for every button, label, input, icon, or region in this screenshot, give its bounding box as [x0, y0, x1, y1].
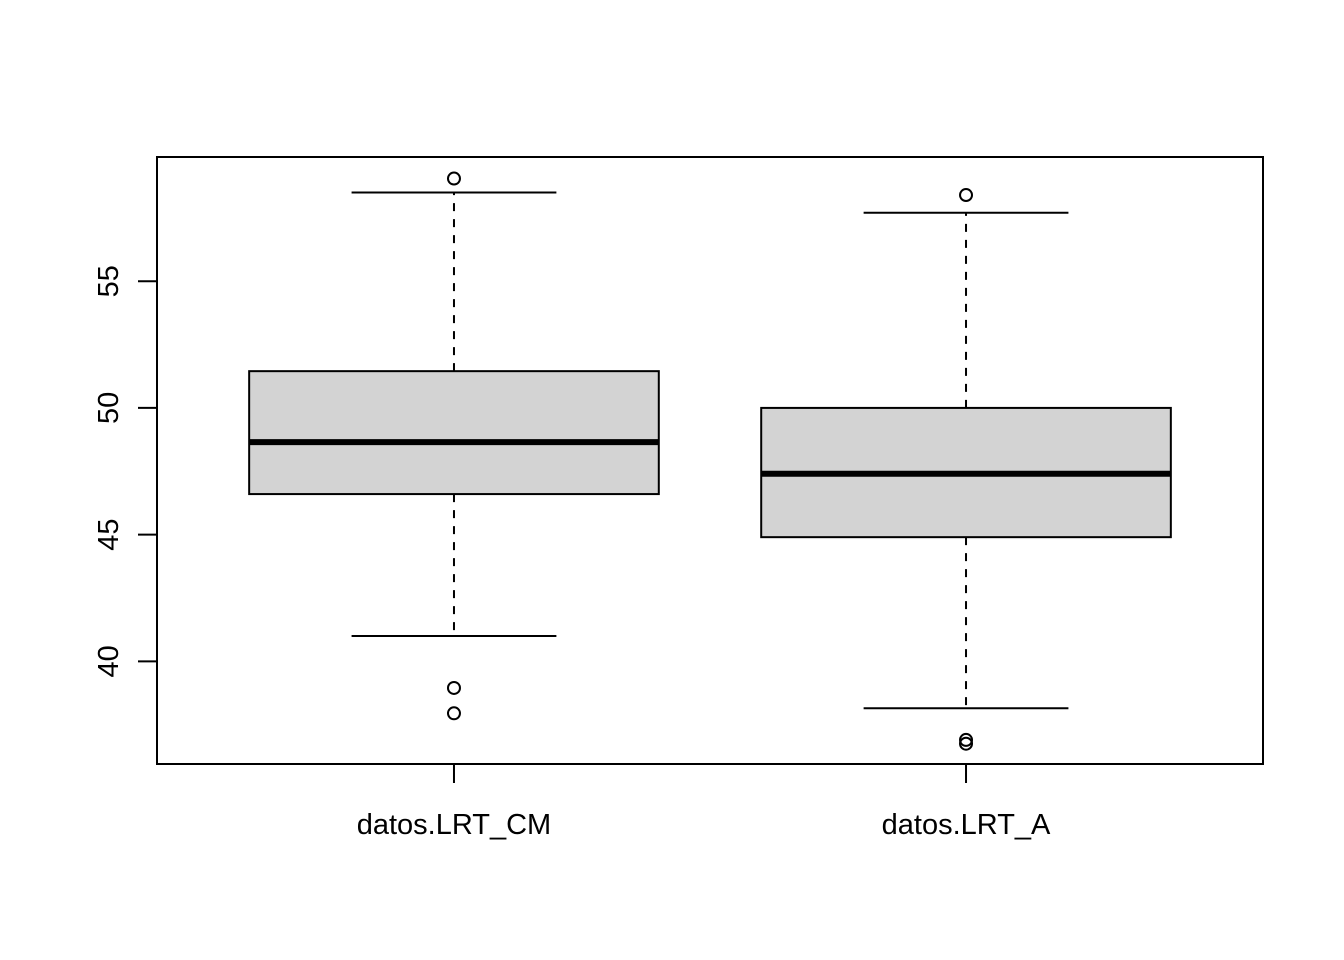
- x-tick-label: datos.LRT_A: [882, 809, 1051, 841]
- outlier-point: [446, 171, 461, 186]
- y-tick-label: 55: [93, 265, 125, 297]
- outlier-point: [959, 732, 974, 747]
- box-group-1: [248, 171, 660, 721]
- boxes-layer: [248, 171, 1172, 751]
- box-group-2: [760, 188, 1172, 751]
- y-tick-label: 45: [93, 518, 125, 550]
- outlier-point: [446, 706, 461, 721]
- plot-frame: [156, 156, 1264, 765]
- axes-layer: datos.LRT_CM datos.LRT_A 40 45 50 55: [93, 265, 1051, 841]
- outlier-point: [446, 680, 461, 695]
- y-tick-label: 40: [93, 645, 125, 677]
- outlier-point: [959, 736, 974, 751]
- iqr-box: [248, 370, 660, 496]
- y-tick-label: 50: [93, 392, 125, 424]
- x-tick-label: datos.LRT_CM: [357, 809, 552, 841]
- outlier-point: [959, 188, 974, 203]
